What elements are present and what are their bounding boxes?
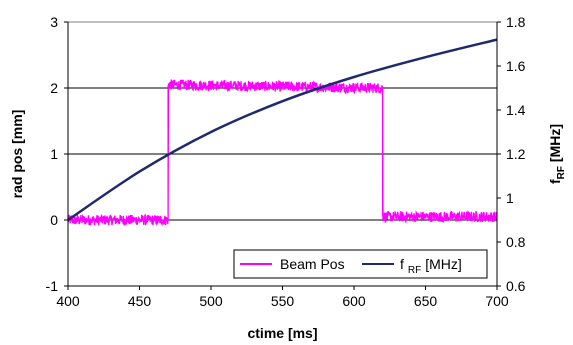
left-tick-label: 0 <box>50 212 58 228</box>
legend-label-beam-pos: Beam Pos <box>280 256 345 272</box>
legend: Beam Pos f RF [MHz] <box>233 249 488 279</box>
legend-label-frf-sub: RF <box>408 265 421 276</box>
x-tick-label: 550 <box>271 293 295 309</box>
x-tick-label: 500 <box>199 293 223 309</box>
right-y-axis-title: fRF [MHz] <box>547 124 567 184</box>
right-y-axis-title-sub: RF <box>556 166 567 179</box>
legend-box <box>233 249 488 279</box>
x-axis-ticks: 400 450 500 550 600 650 700 <box>56 286 509 309</box>
right-tick-label: 0.8 <box>506 234 526 250</box>
x-tick-label: 400 <box>56 293 80 309</box>
right-tick-label: 1.8 <box>506 14 526 30</box>
series-beam-pos-line <box>67 79 498 227</box>
x-tick-label: 450 <box>128 293 152 309</box>
right-y-axis-title-unit: [MHz] <box>547 124 563 162</box>
left-y-axis-title: rad pos [mm] <box>9 110 25 199</box>
right-y-axis-title-base: f <box>547 179 563 184</box>
x-axis-title: ctime [ms] <box>247 325 317 341</box>
right-tick-label: 1.2 <box>506 146 526 162</box>
x-tick-label: 700 <box>485 293 509 309</box>
right-tick-label: 1 <box>506 190 514 206</box>
left-tick-label: 2 <box>50 80 58 96</box>
x-tick-label: 650 <box>414 293 438 309</box>
right-tick-label: 0.6 <box>506 278 526 294</box>
left-axis-ticks: -1 0 1 2 3 <box>46 14 68 294</box>
left-tick-label: 3 <box>50 14 58 30</box>
left-tick-label: 1 <box>50 146 58 162</box>
right-tick-label: 1.6 <box>506 58 526 74</box>
legend-label-frf-base: f <box>400 256 404 272</box>
left-tick-label: -1 <box>46 278 59 294</box>
x-tick-label: 600 <box>342 293 366 309</box>
legend-label-frf: f RF [MHz] <box>400 256 462 276</box>
right-axis-ticks: 0.6 0.8 1 1.2 1.4 1.6 1.8 <box>497 14 526 294</box>
right-tick-label: 1.4 <box>506 102 526 118</box>
legend-label-frf-unit: [MHz] <box>425 256 462 272</box>
